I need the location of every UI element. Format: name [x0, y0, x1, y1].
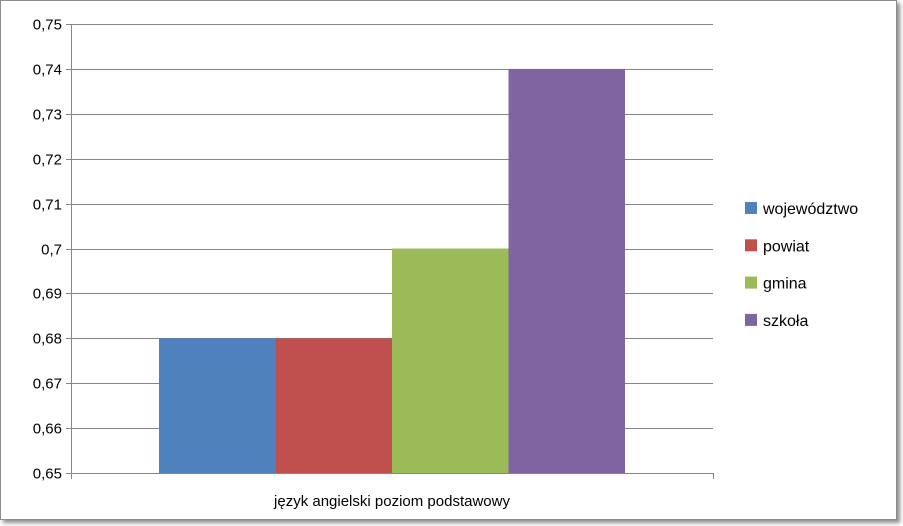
bar-4	[508, 68, 625, 474]
legend-swatch	[745, 202, 757, 214]
legend-swatch	[745, 313, 757, 326]
x-category-label: język angielski poziom podstawowy	[273, 493, 510, 510]
y-tick-labels: 0,65 0,66 0,67 0,68 0,69 0,7 0,71 0,72 0,73 0,74 0…	[33, 17, 62, 483]
legend-label: gmina	[763, 276, 807, 293]
y-tick-label: 0,71	[33, 197, 62, 214]
bars	[159, 68, 625, 474]
legend-swatch	[745, 276, 757, 289]
y-tick-label: 0,74	[33, 62, 62, 79]
y-tick-label: 0,66	[33, 421, 62, 438]
bar-2	[275, 338, 392, 473]
y-tick-label: 0,72	[33, 152, 62, 169]
y-tick-label: 0,65	[33, 466, 62, 483]
y-tick-label: 0,75	[33, 17, 62, 34]
axes	[71, 24, 714, 479]
legend-label: województwo	[762, 201, 858, 218]
x-category-labels: język angielski poziom podstawowy	[273, 493, 510, 510]
y-tick-label: 0,68	[33, 331, 62, 348]
y-tick-label: 0,67	[33, 376, 62, 393]
legend-label: szkoła	[763, 313, 808, 330]
y-tick-label: 0,73	[33, 107, 62, 124]
bar-1	[159, 338, 276, 473]
legend: województwo powiat gmina szkoła	[745, 201, 858, 330]
y-tick-label: 0,7	[41, 242, 62, 259]
bar-3	[392, 248, 509, 473]
legend-swatch	[745, 239, 757, 252]
y-tick-label: 0,69	[33, 286, 62, 303]
legend-label: powiat	[763, 238, 810, 255]
